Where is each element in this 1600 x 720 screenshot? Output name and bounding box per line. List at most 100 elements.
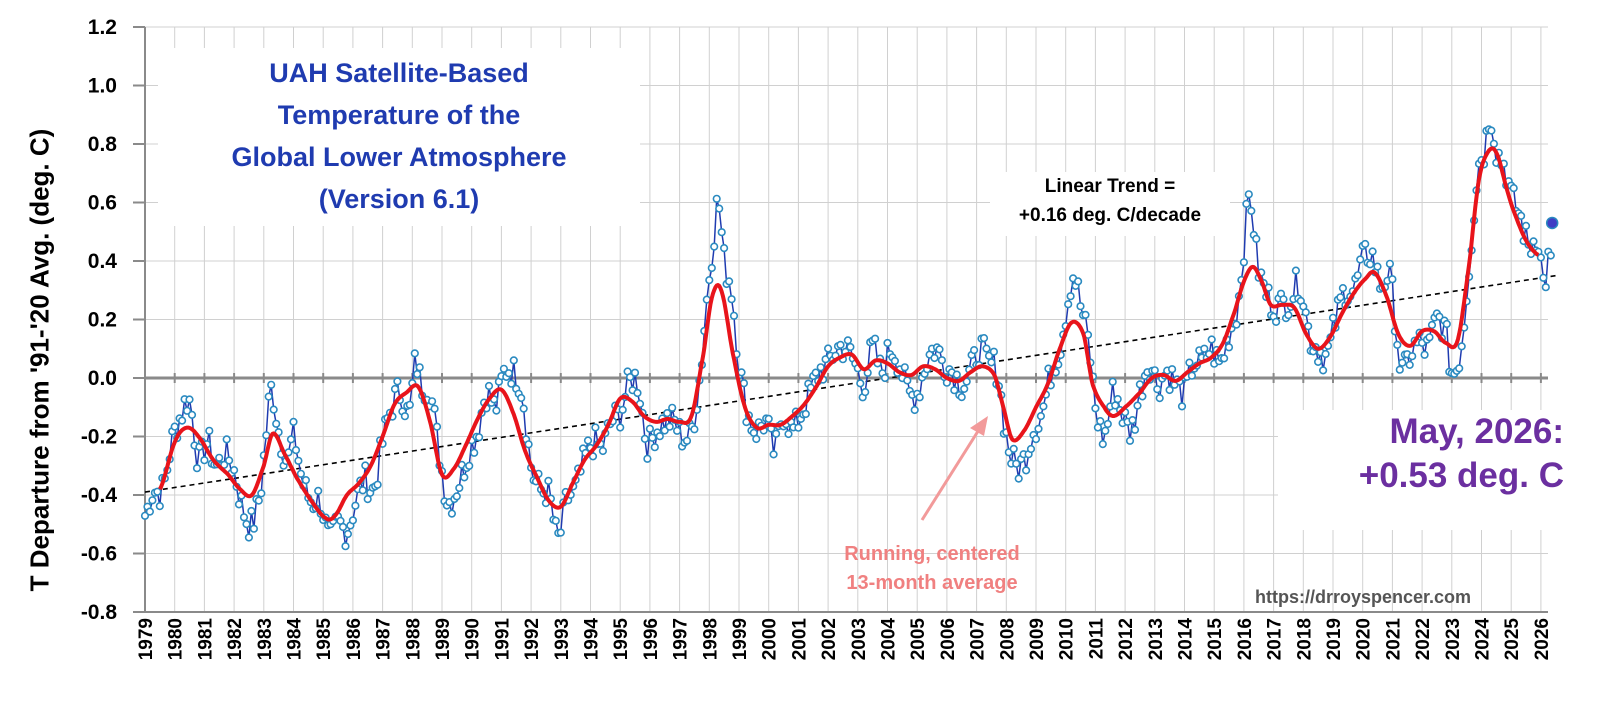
monthly-point bbox=[598, 446, 608, 456]
monthly-point bbox=[254, 496, 263, 505]
monthly-point bbox=[717, 228, 726, 237]
monthly-point bbox=[989, 347, 999, 356]
running-average-label: Running, centered 13-month average bbox=[822, 540, 1042, 598]
monthly-point bbox=[225, 456, 234, 465]
monthly-point bbox=[1328, 313, 1338, 322]
monthly-point bbox=[405, 400, 414, 409]
monthly-point bbox=[1108, 377, 1117, 386]
monthly-point bbox=[509, 356, 518, 365]
monthly-point bbox=[794, 423, 803, 432]
monthly-point bbox=[952, 370, 961, 379]
y-tick-label: 0.0 bbox=[88, 367, 117, 390]
monthly-point bbox=[1368, 247, 1377, 256]
monthly-point bbox=[979, 334, 989, 343]
monthly-point bbox=[1529, 237, 1538, 246]
monthly-point bbox=[1271, 317, 1281, 327]
monthly-point bbox=[1135, 380, 1144, 389]
x-tick-label: 1999 bbox=[730, 618, 751, 660]
monthly-point bbox=[187, 410, 197, 420]
monthly-point bbox=[452, 492, 461, 501]
monthly-point bbox=[816, 363, 825, 372]
x-tick-label: 1983 bbox=[255, 618, 276, 660]
monthly-point bbox=[668, 403, 677, 412]
monthly-point bbox=[1034, 424, 1043, 434]
monthly-point bbox=[234, 500, 244, 509]
monthly-point bbox=[672, 426, 682, 435]
monthly-point bbox=[650, 443, 659, 452]
monthly-point bbox=[1081, 310, 1090, 320]
monthly-point bbox=[1128, 416, 1137, 425]
monthly-point bbox=[900, 363, 909, 372]
running-average-line bbox=[158, 146, 1540, 522]
monthly-point bbox=[856, 379, 865, 388]
monthly-point bbox=[492, 406, 501, 415]
monthly-point bbox=[267, 380, 276, 389]
monthly-point bbox=[1353, 271, 1362, 280]
monthly-point bbox=[1304, 322, 1313, 331]
monthly-point bbox=[870, 334, 880, 343]
monthly-point bbox=[1393, 340, 1402, 350]
x-tick-label: 2012 bbox=[1116, 618, 1137, 660]
monthly-point bbox=[1455, 364, 1464, 373]
monthly-point bbox=[890, 356, 900, 366]
x-tick-label: 2013 bbox=[1146, 618, 1167, 660]
monthly-point bbox=[430, 404, 439, 413]
x-tick-label: 2001 bbox=[789, 618, 810, 661]
monthly-point bbox=[145, 507, 154, 516]
monthly-point bbox=[1232, 320, 1241, 329]
monthly-point bbox=[937, 356, 947, 365]
y-tick-label: 1.0 bbox=[88, 75, 117, 98]
monthly-point bbox=[1318, 366, 1328, 375]
monthly-point bbox=[1388, 275, 1397, 284]
x-tick-label: 1997 bbox=[671, 618, 692, 660]
x-tick-label: 2009 bbox=[1027, 618, 1048, 660]
monthly-point bbox=[715, 204, 724, 213]
monthly-point bbox=[811, 368, 820, 377]
monthly-point bbox=[1150, 366, 1159, 375]
monthly-point bbox=[640, 434, 650, 444]
monthly-point bbox=[1101, 426, 1110, 435]
monthly-point bbox=[170, 422, 179, 431]
monthly-point bbox=[1207, 335, 1216, 344]
monthly-point bbox=[1356, 255, 1365, 264]
monthly-point bbox=[1098, 440, 1107, 449]
monthly-point bbox=[957, 393, 966, 402]
x-tick-label: 2006 bbox=[938, 618, 959, 660]
monthly-point bbox=[410, 349, 419, 358]
running-label-line-2: 13-month average bbox=[846, 572, 1018, 594]
x-tick-label: 2017 bbox=[1265, 618, 1286, 660]
monthly-point bbox=[524, 440, 533, 449]
monthly-point bbox=[1155, 394, 1164, 403]
running-average-arrow bbox=[920, 427, 982, 521]
monthly-point bbox=[393, 377, 402, 386]
monthly-point bbox=[665, 422, 674, 431]
monthly-point bbox=[737, 368, 746, 377]
monthly-point bbox=[645, 424, 655, 433]
monthly-point bbox=[1177, 402, 1187, 411]
monthly-point bbox=[1031, 435, 1041, 444]
monthly-point bbox=[846, 342, 855, 352]
monthly-point bbox=[801, 409, 810, 419]
monthly-point bbox=[351, 501, 360, 510]
running-average-arrowhead bbox=[970, 416, 988, 436]
monthly-point bbox=[264, 392, 273, 401]
monthly-point bbox=[1427, 320, 1437, 330]
x-tick-label: 1990 bbox=[463, 618, 484, 660]
monthly-point bbox=[215, 453, 224, 462]
monthly-point bbox=[1408, 352, 1417, 361]
monthly-point bbox=[470, 448, 479, 457]
latest-date: May, 2026: bbox=[1389, 412, 1564, 451]
monthly-point bbox=[1009, 444, 1018, 454]
y-tick-label: -0.6 bbox=[81, 543, 117, 566]
monthly-point bbox=[484, 381, 494, 391]
monthly-point bbox=[861, 388, 870, 397]
monthly-point bbox=[883, 338, 892, 348]
chart-title-line-1: UAH Satellite-Based bbox=[269, 58, 529, 88]
monthly-point bbox=[1076, 302, 1085, 311]
monthly-point bbox=[1385, 259, 1394, 268]
monthly-point bbox=[1021, 466, 1031, 475]
y-axis-title: T Departure from '91-'20 Avg. (deg. C) bbox=[20, 80, 60, 640]
monthly-point bbox=[1014, 474, 1023, 483]
y-tick-label: 1.2 bbox=[88, 16, 117, 39]
